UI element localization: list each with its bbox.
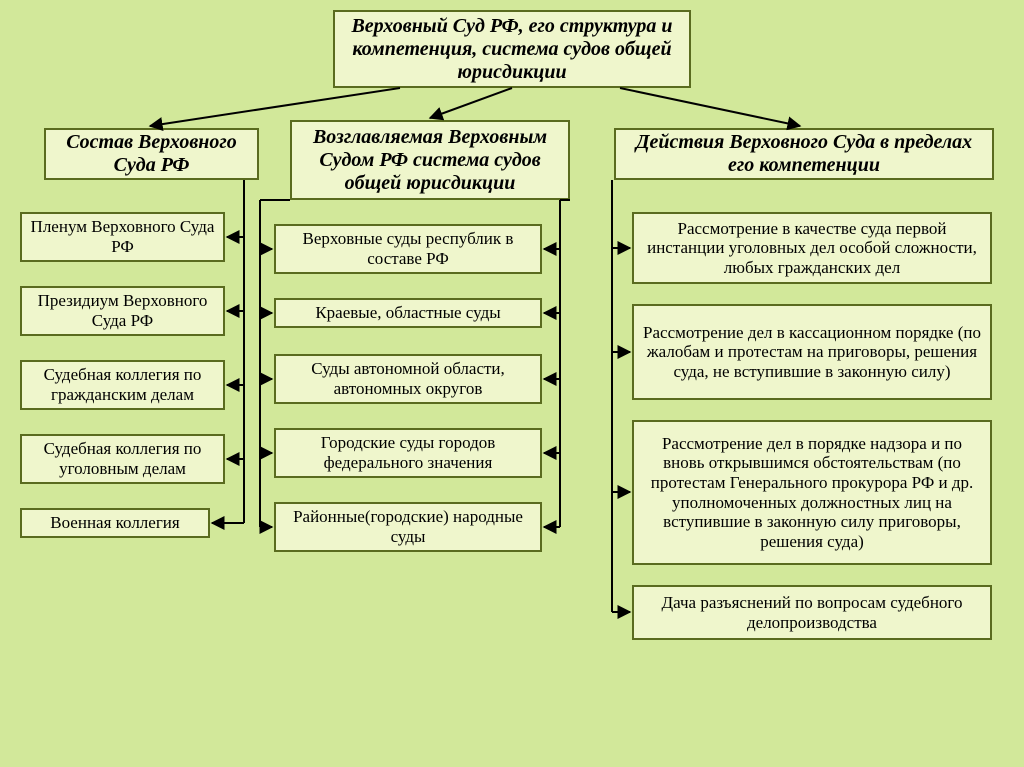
col1-item-label: Президиум Верховного Суда РФ — [30, 291, 215, 330]
root-box: Верховный Суд РФ, его структура и компет… — [333, 10, 691, 88]
col1-item: Военная коллегия — [20, 508, 210, 538]
col1-header: Состав Верховного Суда РФ — [54, 131, 249, 177]
col3-header-box: Действия Верховного Суда в пределах его … — [614, 128, 994, 180]
col2-item-label: Суды автономной области, автономных окру… — [284, 359, 532, 398]
col1-header-box: Состав Верховного Суда РФ — [44, 128, 259, 180]
col3-item: Дача разъяснений по вопросам судебного д… — [632, 585, 992, 640]
col2-item: Городские суды городов федерального знач… — [274, 428, 542, 478]
col2-item: Краевые, областные суды — [274, 298, 542, 328]
col2-item-label: Районные(городские) народные суды — [284, 507, 532, 546]
col2-header: Возглавляемая Верховным Судом РФ система… — [300, 126, 560, 195]
col2-item-label: Городские суды городов федерального знач… — [284, 433, 532, 472]
col1-item-label: Военная коллегия — [50, 513, 179, 533]
col2-item: Районные(городские) народные суды — [274, 502, 542, 552]
col3-item: Рассмотрение дел в кассационном порядке … — [632, 304, 992, 400]
col1-item-label: Судебная коллегия по гражданским делам — [30, 365, 215, 404]
col2-header-box: Возглавляемая Верховным Судом РФ система… — [290, 120, 570, 200]
col2-item-label: Краевые, областные суды — [315, 303, 500, 323]
col1-item: Пленум Верховного Суда РФ — [20, 212, 225, 262]
col1-item: Судебная коллегия по гражданским делам — [20, 360, 225, 410]
col3-item-label: Дача разъяснений по вопросам судебного д… — [642, 593, 982, 632]
col3-item: Рассмотрение в качестве суда первой инст… — [632, 212, 992, 284]
col2-item: Верховные суды республик в составе РФ — [274, 224, 542, 274]
col2-item-label: Верховные суды республик в составе РФ — [284, 229, 532, 268]
col3-item-label: Рассмотрение дел в порядке надзора и по … — [642, 434, 982, 551]
col1-item-label: Судебная коллегия по уголовным делам — [30, 439, 215, 478]
col3-item-label: Рассмотрение в качестве суда первой инст… — [642, 219, 982, 278]
col2-item: Суды автономной области, автономных окру… — [274, 354, 542, 404]
col3-header: Действия Верховного Суда в пределах его … — [624, 131, 984, 177]
col1-item-label: Пленум Верховного Суда РФ — [30, 217, 215, 256]
col3-item-label: Рассмотрение дел в кассационном порядке … — [642, 323, 982, 382]
root-title: Верховный Суд РФ, его структура и компет… — [343, 15, 681, 84]
col3-item: Рассмотрение дел в порядке надзора и по … — [632, 420, 992, 565]
col1-item: Судебная коллегия по уголовным делам — [20, 434, 225, 484]
col1-item: Президиум Верховного Суда РФ — [20, 286, 225, 336]
